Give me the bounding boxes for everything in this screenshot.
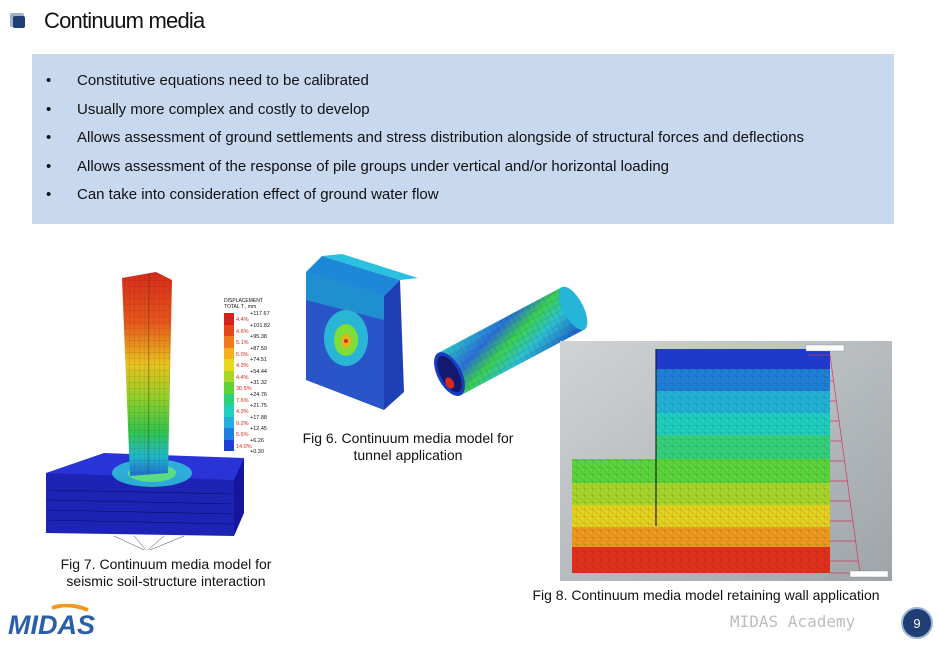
fig7-caption: Fig 7. Continuum media model for seismic… [44,556,288,590]
legend-swatch [224,347,234,359]
legend-value: +12.45 [250,426,267,432]
legend-swatch [224,416,234,428]
logo-text: MIDAS [8,610,95,638]
legend-swatch [224,336,234,348]
bullet-panel: • Constitutive equations need to be calib… [32,54,894,224]
list-item: • Can take into consideration effect of g… [32,181,894,210]
bullet-text: Constitutive equations need to be calibr… [77,72,369,89]
bullet-text: Allows assessment of ground settlements … [77,129,805,147]
title-marker-icon [10,13,25,28]
caption-line: seismic soil-structure interaction [66,573,266,589]
legend-value: +87.59 [250,345,267,352]
caption-line: tunnel application [353,447,463,463]
legend-percent: 5.0% [236,351,249,358]
legend-value: +24.76 [250,391,267,398]
legend-percent: 5.6% [236,432,249,438]
legend-title: DISPLACEMENT TOTAL T , mm [224,298,284,310]
legend-swatch [224,382,234,394]
bullet-marker: • [46,186,52,204]
legend-swatch [224,313,234,325]
list-item: • Constitutive equations need to be calib… [32,67,894,96]
bullet-marker: • [46,129,52,147]
caption-line: Fig 6. Continuum media model for [302,430,514,446]
legend-percent: 9.2% [236,420,249,427]
legend-value: +101.82 [250,322,271,329]
legend-value: +6.26 [250,437,264,444]
fig7-pile-model-image [45,272,244,551]
legend-value: +17.88 [250,414,267,421]
legend-value: +0.30 [250,449,264,455]
list-item: • Allows assessment of ground settlements… [32,124,894,153]
legend-percent: 4.3% [236,363,249,369]
logo-swoosh [51,604,89,612]
footer-brand: MIDAS Academy [730,612,856,631]
caption-line: Fig 7. Continuum media model for [60,556,272,572]
legend-title-line: DISPLACEMENT [224,298,263,304]
bullet-list: • Constitutive equations need to be calib… [32,54,894,210]
list-item: • Usually more complex and costly to deve… [32,96,894,125]
fig8-retaining-wall-image [560,341,892,581]
fig6-tunnel-model-image [306,254,588,410]
bullet-marker: • [46,72,52,89]
midas-logo: MIDAS [8,604,95,638]
bullet-text: Can take into consideration effect of gr… [77,186,439,204]
legend-swatch [224,393,234,405]
fig7-legend: DISPLACEMENT TOTAL T , mm 4.4% 4.6% 5.1% 5.… [224,298,284,457]
legend-percent: 4.6% [236,328,249,335]
fig8-caption: Fig 8. Continuum media model retaining w… [532,587,880,603]
page-number-badge: 9 [901,607,933,639]
legend-percent: 5.1% [236,340,249,346]
bullet-marker: • [46,157,52,175]
legend-rows: 4.4% 4.6% 5.1% 5.0% 4.3% 4.4% 30.5% 7.6% 4.3% 9.2… [224,311,284,457]
legend-value: +21.75 [250,403,267,409]
legend-percent: 4.4% [236,374,249,381]
legend-value: +74.51 [250,357,267,363]
bullet-text: Usually more complex and costly to devel… [77,100,370,118]
legend-value: +54.44 [250,368,267,375]
legend-percent: 7.6% [236,397,249,404]
legend-percent: 14.0% [236,443,252,450]
legend-value: +117.67 [250,311,270,317]
legend-swatch [224,324,234,336]
page-title: Continuum media [44,8,205,33]
legend-title-line: TOTAL T , mm [224,304,257,310]
fig6-caption: Fig 6. Continuum media model for tunnel … [292,430,524,464]
legend-percent: 4.4% [236,317,249,323]
legend-swatch [224,370,234,382]
legend-percent: 4.3% [236,409,249,415]
legend-swatch [224,359,234,371]
bullet-marker: • [46,100,52,118]
legend-value: +95.38 [250,334,267,340]
legend-value: +31.32 [250,380,267,386]
legend-swatch [224,428,234,440]
bullet-text: Allows assessment of the response of pil… [77,157,670,175]
legend-percent: 30.5% [236,386,252,392]
legend-swatch [224,405,234,417]
legend-swatch [224,439,234,451]
list-item: • Allows assessment of the response of pi… [32,153,894,182]
